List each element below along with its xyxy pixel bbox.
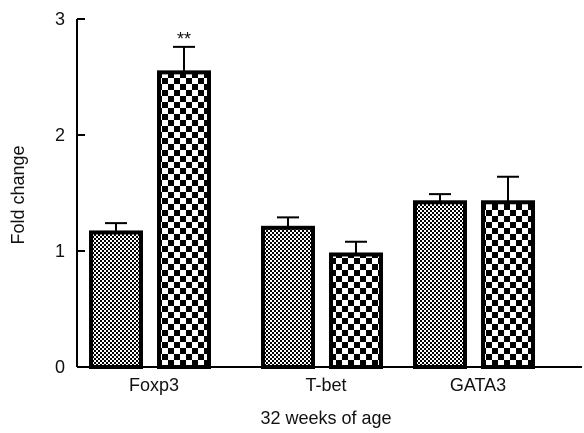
y-tick-label-3: 3 (55, 9, 65, 29)
x-tick-label-foxp3: Foxp3 (129, 375, 179, 395)
x-tick-label-gata3: GATA3 (450, 375, 506, 395)
x-axis-title: 32 weeks of age (260, 408, 391, 428)
bar-foxp3-series-1 (89, 230, 143, 369)
bar-t-bet-series-2 (329, 252, 383, 369)
bar-gata3-series-1 (413, 200, 467, 369)
y-tick-label-1: 1 (55, 241, 65, 261)
bar-gata3-series-2 (481, 200, 535, 369)
y-tick-label-0: 0 (55, 357, 65, 377)
bar-t-bet-series-1 (261, 225, 315, 369)
significance-annotation: ** (177, 29, 191, 49)
x-tick-label-t-bet: T-bet (305, 375, 346, 395)
y-axis-title: Fold change (8, 145, 28, 244)
bar-foxp3-series-2 (157, 70, 211, 370)
y-tick-label-2: 2 (55, 125, 65, 145)
